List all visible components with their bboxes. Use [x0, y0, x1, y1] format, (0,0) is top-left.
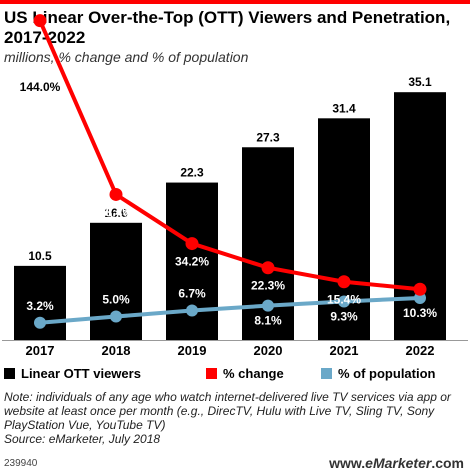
x-tick-label-2020: 2020 [254, 343, 283, 358]
chart-subtitle: millions, % change and % of population [4, 49, 249, 65]
legend-label-change: % change [223, 366, 284, 381]
change-point-2022 [413, 282, 427, 296]
population-point-2017 [34, 316, 46, 329]
brand-suffix: .com [431, 455, 464, 471]
x-tick-label-2017: 2017 [26, 343, 55, 358]
legend-swatch-viewers [4, 368, 15, 379]
population-point-2019 [186, 304, 198, 317]
legend-label-population: % of population [338, 366, 436, 381]
bar-value-label-2017: 10.5 [28, 249, 52, 263]
bar-value-label-2018: 16.6 [104, 206, 128, 220]
bar-value-label-2019: 22.3 [180, 166, 204, 180]
footer: 239940 www.eMarketer.com [0, 455, 470, 475]
bar-value-label-2020: 27.3 [256, 130, 280, 144]
legend-label-viewers: Linear OTT viewers [21, 366, 141, 381]
population-label-2017: 3.2% [26, 299, 54, 313]
chart-title: US Linear Over-the-Top (OTT) Viewers and… [4, 8, 451, 47]
chart-id: 239940 [4, 458, 38, 469]
population-label-2019: 6.7% [178, 287, 206, 301]
change-label-2019: 34.2% [175, 255, 209, 269]
change-point-2018 [109, 187, 123, 201]
change-point-2017 [33, 14, 47, 28]
change-point-2020 [261, 261, 275, 275]
legend-item-population: % of population [321, 366, 435, 381]
population-point-2018 [110, 310, 122, 323]
change-point-2021 [337, 275, 351, 289]
population-label-2018: 5.0% [102, 293, 130, 307]
change-label-2017: 144.0% [20, 80, 61, 94]
population-label-2022: 10.3% [403, 306, 437, 320]
chart-area: 10.5 16.6 22.3 27.3 31.4 35.1 2017 2018 2019 2020… [2, 14, 468, 358]
change-label-2020: 22.3% [251, 279, 285, 293]
legend-swatch-population [321, 368, 332, 379]
change-line [38, 19, 421, 292]
note-text: Note: individuals of any age who watch i… [4, 390, 451, 432]
brand-prefix: www. [329, 455, 366, 471]
footnote: Note: individuals of any age who watch i… [4, 390, 466, 446]
population-line [39, 295, 421, 325]
x-tick-label-2021: 2021 [330, 343, 359, 358]
change-label-2018: 58.4% [99, 205, 133, 219]
source-text: Source: eMarketer, July 2018 [4, 432, 161, 446]
legend-item-viewers: Linear OTT viewers [4, 366, 141, 381]
population-label-2020: 8.1% [254, 314, 282, 328]
x-tick-label-2019: 2019 [178, 343, 207, 358]
x-tick-label-2018: 2018 [102, 343, 131, 358]
population-point-2021 [338, 295, 350, 308]
change-point-2019 [185, 237, 199, 251]
population-point-2020 [262, 299, 274, 312]
legend: Linear OTT viewers % change % of populat… [4, 366, 466, 384]
change-label-2022: 11.7% [403, 266, 437, 280]
legend-item-change: % change [206, 366, 284, 381]
top-accent-bar [0, 0, 470, 4]
population-label-2021: 9.3% [330, 309, 358, 323]
legend-swatch-change [206, 368, 217, 379]
change-label-2021: 15.4% [327, 293, 361, 307]
brand-logo: www.eMarketer.com [329, 455, 464, 471]
x-tick-label-2022: 2022 [406, 343, 435, 358]
bar-value-label-2021: 31.4 [332, 101, 356, 115]
brand-main: eMarketer [365, 455, 432, 471]
bar-value-label-2022: 35.1 [408, 75, 432, 89]
